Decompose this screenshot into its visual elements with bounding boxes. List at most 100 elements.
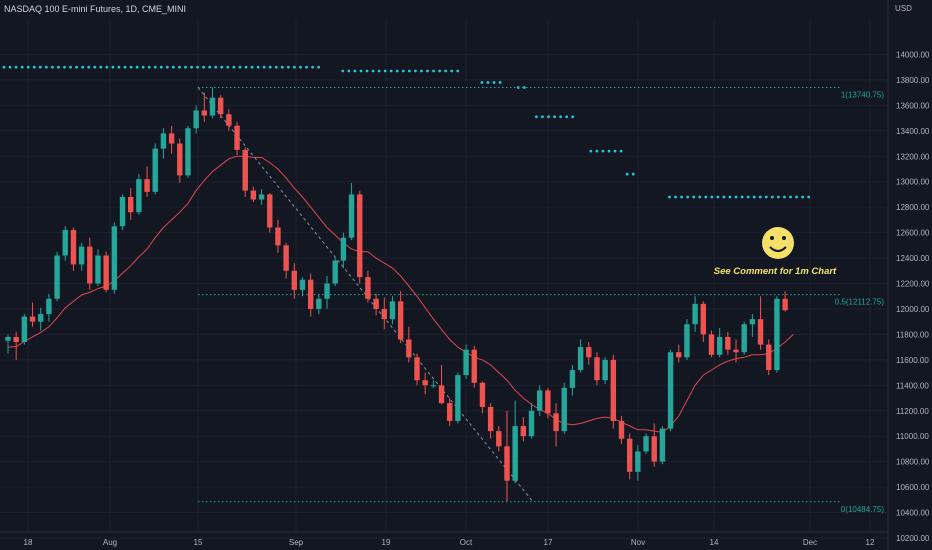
candle-body [455, 375, 461, 421]
candle-body [512, 426, 518, 481]
candle-body [397, 301, 404, 340]
level-dot [293, 65, 296, 69]
fib-level-label: 1(13740.75) [841, 90, 884, 99]
level-dot [93, 65, 97, 69]
candle-body [201, 110, 208, 116]
candle-body [659, 428, 666, 462]
level-dot [450, 69, 454, 73]
level-dot [619, 149, 623, 153]
annotation-text: See Comment for 1m Chart [714, 266, 837, 277]
level-dot [111, 65, 115, 69]
candle-body [87, 246, 93, 284]
level-dot [57, 65, 60, 69]
level-dot [377, 69, 381, 73]
level-dot [123, 65, 127, 69]
candle-body [766, 344, 772, 371]
level-dot [795, 195, 798, 199]
candle-body [275, 227, 281, 246]
candle-body [626, 438, 633, 472]
candle-body [651, 436, 657, 462]
level-dot [359, 69, 363, 73]
candle-body [168, 133, 175, 144]
level-dot [244, 65, 248, 69]
candle-body [242, 149, 248, 191]
grid-lines [0, 20, 888, 539]
fib-level-label: 0(10484.75) [841, 505, 884, 514]
candle-body [528, 410, 535, 437]
candle-body [103, 255, 109, 290]
level-dot [383, 69, 387, 73]
x-tick-label: 17 [544, 538, 553, 547]
level-dot [147, 65, 151, 69]
level-dot [764, 195, 768, 199]
x-tick-label: 19 [382, 538, 391, 547]
y-tick-label: 13600.00 [896, 101, 930, 110]
candle-body [487, 406, 494, 432]
candle-body [692, 303, 698, 325]
candle-body [561, 387, 567, 432]
level-dot [75, 65, 78, 69]
candle-body [733, 349, 739, 353]
level-dot [601, 149, 605, 153]
level-dot [305, 65, 308, 69]
time-axis[interactable]: 18 Aug 15 Sep 19 Oct 17 Nov 14 Dec 12 [0, 531, 888, 547]
candle-body [749, 319, 756, 325]
level-dot [172, 65, 175, 69]
candle-body [618, 420, 625, 439]
y-tick-label: 11400.00 [896, 381, 929, 390]
level-dot [8, 65, 12, 69]
candles [5, 87, 788, 502]
y-tick-label: 10800.00 [896, 458, 930, 467]
level-dot [480, 81, 484, 84]
level-dot [105, 65, 109, 69]
smiley-eye-right [782, 236, 786, 240]
candle-body [332, 260, 338, 284]
level-dot [81, 65, 85, 69]
dotted-levels [2, 65, 811, 199]
y-tick-label: 12800.00 [896, 203, 930, 212]
level-dot [728, 195, 732, 199]
y-tick-label: 11200.00 [896, 407, 929, 416]
y-tick-label: 13400.00 [896, 127, 930, 136]
level-dot [238, 65, 242, 69]
candle-body [586, 347, 592, 358]
annotation[interactable]: See Comment for 1m Chart [714, 227, 837, 277]
candle-body [119, 196, 126, 227]
x-tick-label: 14 [710, 538, 719, 547]
level-dot [438, 69, 441, 73]
level-dot [746, 195, 750, 199]
fib-retracement[interactable]: 1(13740.75) 0.5(12112.75) 0(10484.75) [197, 86, 884, 514]
candle-body [414, 357, 420, 381]
level-dot [492, 81, 496, 84]
candle-body [438, 385, 445, 404]
level-dot [789, 195, 792, 199]
candle-body [553, 413, 559, 432]
candle-body [209, 97, 216, 116]
candle-body [757, 319, 764, 345]
level-dot [432, 69, 435, 73]
level-dot [311, 65, 314, 69]
candle-body [782, 298, 788, 311]
level-dot [117, 65, 121, 69]
level-dot [190, 65, 193, 69]
candle-body [667, 352, 674, 429]
level-dot [692, 195, 696, 199]
candle-body [422, 380, 428, 386]
level-dot [625, 172, 629, 176]
candle-body [348, 194, 355, 238]
level-dot [208, 65, 212, 69]
candle-body [381, 308, 387, 320]
candle-body [185, 128, 191, 176]
y-tick-label: 11000.00 [896, 432, 929, 441]
price-axis[interactable]: 10200.00 10400.00 10600.00 10800.00 11000.00… [887, 0, 930, 550]
y-tick-label: 14000.00 [896, 50, 930, 59]
level-dot [631, 172, 635, 176]
level-dot [752, 195, 756, 199]
y-tick-label: 11800.00 [896, 330, 929, 339]
level-dot [299, 65, 302, 69]
candle-body [217, 97, 224, 115]
candle-body [111, 226, 118, 290]
candle-body [5, 336, 11, 341]
level-dot [341, 69, 345, 73]
